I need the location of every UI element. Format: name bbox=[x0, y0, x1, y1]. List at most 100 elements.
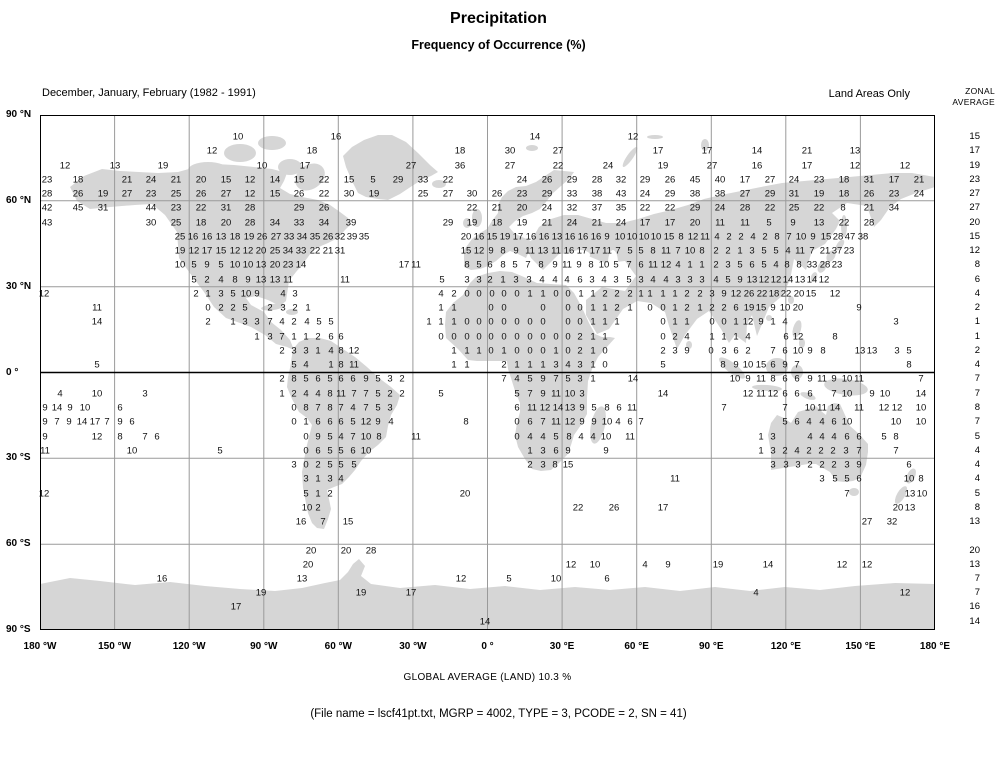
grid-value: 3 bbox=[844, 459, 850, 471]
grid-value: 2 bbox=[291, 316, 297, 328]
lon-axis-label: 60 °W bbox=[324, 641, 352, 652]
grid-value: 3 bbox=[843, 445, 849, 457]
grid-value: 22 bbox=[195, 202, 207, 214]
grid-value: 33 bbox=[806, 259, 818, 271]
arctic-island bbox=[188, 162, 228, 178]
grid-value: 30 bbox=[504, 145, 516, 157]
grid-value: 29 bbox=[293, 202, 305, 214]
grid-value: 17 bbox=[589, 245, 601, 257]
grid-value: 3 bbox=[672, 345, 678, 357]
grid-value: 7 bbox=[267, 316, 273, 328]
grid-value: 2 bbox=[697, 288, 703, 300]
grid-value: 0 bbox=[451, 331, 457, 343]
grid-value: 5 bbox=[514, 388, 520, 400]
grid-value: 4 bbox=[807, 431, 813, 443]
lat-axis-label: 90 °N bbox=[6, 109, 32, 120]
grid-value: 13 bbox=[904, 488, 916, 500]
grid-value: 11 bbox=[854, 373, 864, 385]
grid-value: 17 bbox=[639, 217, 651, 229]
grid-value: 14 bbox=[529, 131, 541, 143]
grid-value: 34 bbox=[888, 202, 900, 214]
grid-value: 2 bbox=[193, 288, 199, 300]
grid-value: 5 bbox=[506, 573, 512, 585]
philippines-shape bbox=[792, 320, 802, 338]
grid-value: 1 bbox=[451, 302, 457, 314]
grid-value: 28 bbox=[244, 202, 256, 214]
grid-value: 37 bbox=[831, 245, 843, 257]
grid-value: 8 bbox=[820, 345, 826, 357]
grid-value: 13 bbox=[564, 402, 576, 414]
grid-value: 11 bbox=[92, 302, 102, 314]
grid-value: 17 bbox=[888, 174, 900, 186]
grid-value: 1 bbox=[514, 359, 520, 371]
ireland-shape bbox=[463, 218, 471, 228]
grid-value: 28 bbox=[863, 217, 875, 229]
grid-value: 5 bbox=[773, 245, 779, 257]
grid-value: 19 bbox=[157, 160, 169, 172]
grid-value: 32 bbox=[566, 202, 578, 214]
grid-value: 3 bbox=[280, 302, 286, 314]
grid-value: 5 bbox=[553, 431, 559, 443]
grid-value: 20 bbox=[792, 302, 804, 314]
arctic-island bbox=[647, 135, 663, 139]
grid-value: 4 bbox=[642, 559, 648, 571]
grid-value: 8 bbox=[566, 431, 572, 443]
grid-value: 1 bbox=[205, 288, 211, 300]
grid-value: 3 bbox=[292, 288, 298, 300]
grid-value: 6 bbox=[338, 373, 344, 385]
grid-value: 20 bbox=[255, 245, 267, 257]
grid-value: 5 bbox=[660, 359, 666, 371]
grid-value: 43 bbox=[615, 188, 627, 200]
grid-value: 7 bbox=[809, 245, 815, 257]
grid-value: 10 bbox=[360, 431, 372, 443]
grid-value: 6 bbox=[844, 431, 850, 443]
grid-value: 1 bbox=[684, 316, 690, 328]
grid-value: 27 bbox=[504, 160, 516, 172]
grid-value: 0 bbox=[565, 316, 571, 328]
grid-value: 23 bbox=[41, 174, 53, 186]
grid-value: 0 bbox=[514, 288, 520, 300]
global-average-label: GLOBAL AVERAGE (LAND) 10.3 % bbox=[403, 672, 572, 683]
grid-value: 4 bbox=[218, 274, 224, 286]
grid-value: 0 bbox=[514, 316, 520, 328]
grid-value: 26 bbox=[318, 202, 330, 214]
grid-value: 12 bbox=[767, 388, 779, 400]
grid-value: 12 bbox=[242, 245, 254, 257]
grid-value: 1 bbox=[553, 345, 559, 357]
grid-value: 2 bbox=[709, 302, 715, 314]
grid-value: 13 bbox=[255, 274, 267, 286]
grid-value: 30 bbox=[343, 188, 355, 200]
grid-value: 0 bbox=[488, 345, 494, 357]
grid-value: 17 bbox=[201, 245, 213, 257]
cuba-shape bbox=[261, 303, 285, 311]
grid-value: 29 bbox=[764, 188, 776, 200]
grid-value: 15 bbox=[755, 302, 767, 314]
grid-value: 5 bbox=[303, 373, 309, 385]
grid-value: 4 bbox=[806, 416, 812, 428]
grid-value: 10 bbox=[601, 416, 613, 428]
grid-value: 10 bbox=[301, 502, 313, 514]
europe-shape bbox=[464, 170, 574, 270]
grid-value: 12 bbox=[861, 559, 873, 571]
grid-value: 17 bbox=[739, 174, 751, 186]
grid-value: 3 bbox=[613, 274, 619, 286]
grid-value: 0 bbox=[476, 316, 482, 328]
grid-value: 2 bbox=[672, 331, 678, 343]
grid-value: 12 bbox=[360, 416, 372, 428]
grid-value: 4 bbox=[753, 587, 759, 599]
grid-value: 2 bbox=[660, 345, 666, 357]
grid-value: 0 bbox=[438, 331, 444, 343]
zonal-average-value: 8 bbox=[974, 402, 980, 413]
grid-value: 1 bbox=[279, 388, 285, 400]
grid-value: 6 bbox=[514, 402, 520, 414]
grid-value: 4 bbox=[338, 431, 344, 443]
grid-value: 10 bbox=[240, 288, 252, 300]
japan-island bbox=[826, 250, 836, 262]
grid-value: 7 bbox=[501, 373, 507, 385]
grid-value: 3 bbox=[513, 274, 519, 286]
grid-value: 2 bbox=[745, 345, 751, 357]
grid-value: 39 bbox=[346, 231, 358, 243]
grid-value: 6 bbox=[315, 445, 321, 457]
grid-value: 9 bbox=[603, 445, 609, 457]
grid-value: 4 bbox=[745, 331, 751, 343]
